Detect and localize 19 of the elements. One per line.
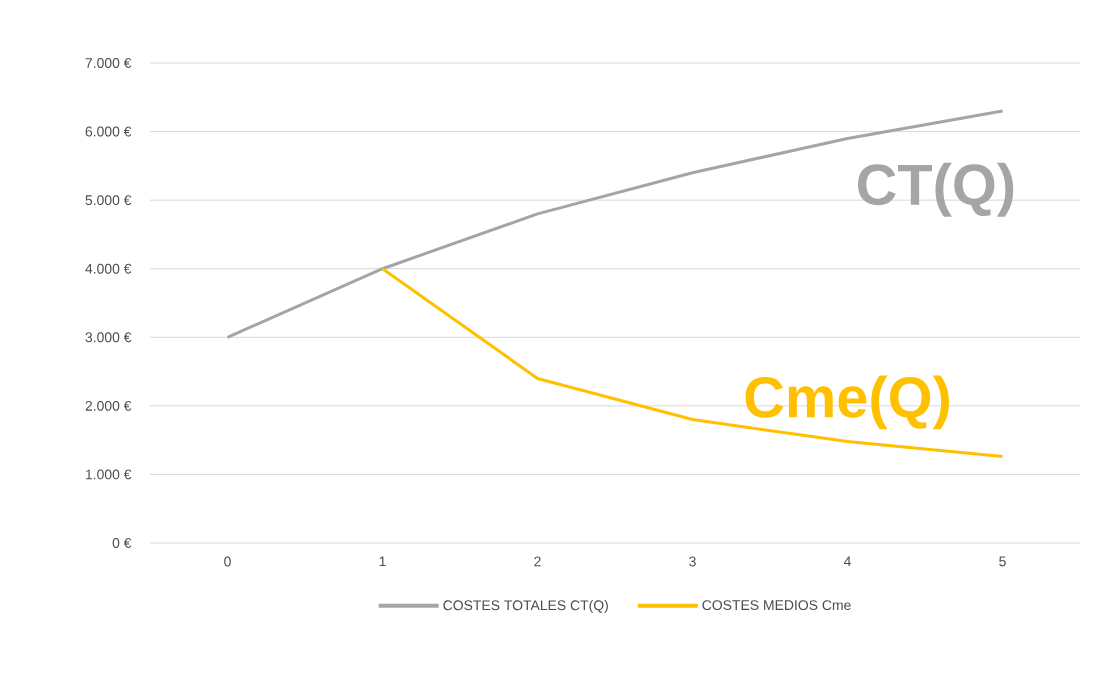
y-tick-label: 2.000 € <box>85 400 132 411</box>
annotation: Cme(Q) <box>745 375 949 430</box>
y-tick-label: 5.000 € <box>85 195 132 206</box>
x-tick-label: 3 <box>689 556 696 567</box>
legend-label: COSTES MEDIOS Cme <box>702 600 851 611</box>
y-tick-label: 4.000 € <box>85 263 132 274</box>
y-tick-label: 0 € <box>112 538 132 548</box>
x-tick-label: 2 <box>534 556 541 567</box>
y-tick-label: 1.000 € <box>86 469 132 480</box>
legend-label: COSTES TOTALES CT(Q) <box>443 599 608 613</box>
annotation: CT(Q) <box>858 162 1014 217</box>
y-tick-label: 3.000 € <box>85 332 132 343</box>
x-tick-label: 4 <box>843 556 851 567</box>
x-tick-label: 0 <box>224 556 231 567</box>
x-tick-label: 1 <box>379 556 386 567</box>
y-tick-label: 7.000 € <box>85 58 132 68</box>
x-tick-label: 5 <box>999 556 1006 567</box>
line-series <box>381 267 1005 459</box>
y-tick-label: 6.000 € <box>85 126 132 137</box>
